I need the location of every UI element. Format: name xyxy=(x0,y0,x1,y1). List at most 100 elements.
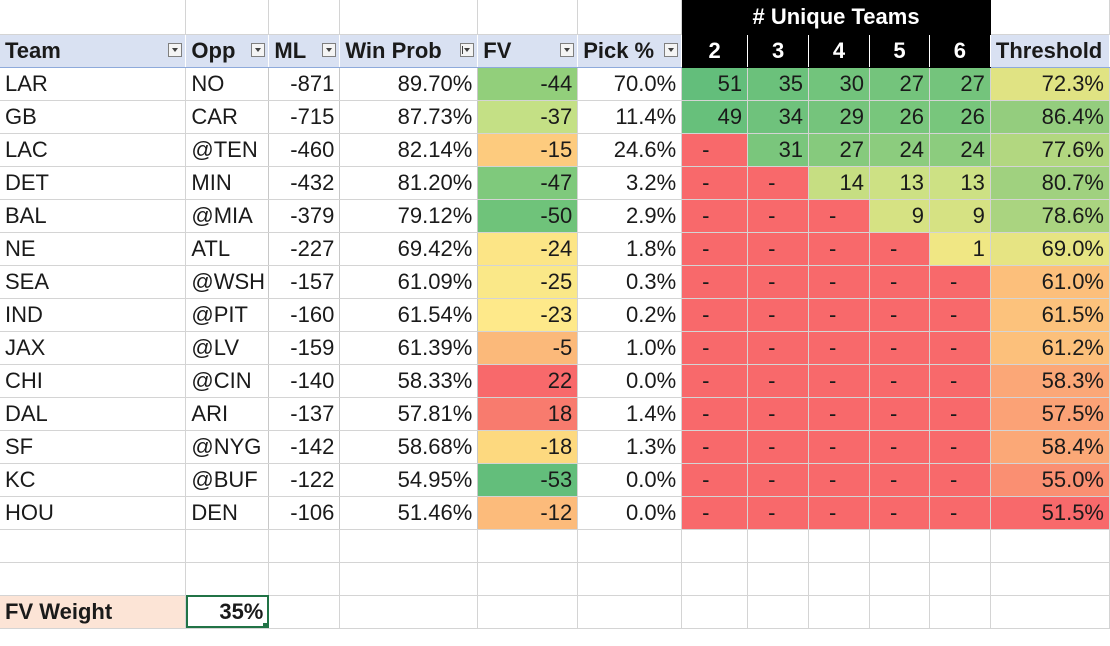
opp-cell[interactable]: ARI xyxy=(185,397,270,431)
unique-teams-6-cell[interactable]: - xyxy=(929,331,991,365)
opp-cell[interactable]: @CIN xyxy=(185,364,270,398)
unique-teams-3-cell[interactable]: - xyxy=(747,496,810,530)
filter-dropdown-icon[interactable] xyxy=(251,42,266,57)
threshold-cell[interactable]: 51.5% xyxy=(990,496,1110,530)
unique-teams-2-cell[interactable]: - xyxy=(681,166,749,200)
unique-teams-6-cell[interactable]: - xyxy=(929,463,991,497)
cell[interactable] xyxy=(339,595,479,629)
ml-cell[interactable]: -227 xyxy=(268,232,341,266)
opp-cell[interactable]: NO xyxy=(185,67,270,101)
opp-cell[interactable]: @WSH xyxy=(185,265,270,299)
ml-cell[interactable]: -159 xyxy=(268,331,341,365)
win-prob-cell[interactable]: 81.20% xyxy=(339,166,479,200)
filter-dropdown-icon[interactable] xyxy=(322,42,337,57)
unique-teams-2-cell[interactable]: - xyxy=(681,265,749,299)
unique-teams-6-cell[interactable]: - xyxy=(929,265,991,299)
cell[interactable] xyxy=(990,529,1110,563)
win-prob-cell[interactable]: 61.54% xyxy=(339,298,479,332)
win-prob-cell[interactable]: 89.70% xyxy=(339,67,479,101)
pick-cell[interactable]: 0.0% xyxy=(577,496,683,530)
threshold-cell[interactable]: 80.7% xyxy=(990,166,1110,200)
fv-cell[interactable]: -18 xyxy=(477,430,579,464)
header-win-prob[interactable]: Win Prob xyxy=(339,34,479,68)
unique-teams-5-cell[interactable]: - xyxy=(869,265,930,299)
unique-teams-4-cell[interactable]: - xyxy=(808,430,870,464)
fill-handle[interactable] xyxy=(263,622,268,627)
unique-teams-2-cell[interactable]: - xyxy=(681,331,749,365)
unique-teams-2-cell[interactable]: - xyxy=(681,397,749,431)
team-cell[interactable]: HOU xyxy=(0,496,187,530)
unique-teams-5-cell[interactable]: - xyxy=(869,496,930,530)
win-prob-cell[interactable]: 58.68% xyxy=(339,430,479,464)
fv-cell[interactable]: -47 xyxy=(477,166,579,200)
team-cell[interactable]: GB xyxy=(0,100,187,134)
unique-teams-3-cell[interactable]: - xyxy=(747,364,810,398)
ml-cell[interactable]: -106 xyxy=(268,496,341,530)
pick-cell[interactable]: 24.6% xyxy=(577,133,683,167)
unique-teams-banner[interactable]: # Unique Teams xyxy=(681,0,991,35)
opp-cell[interactable]: @BUF xyxy=(185,463,270,497)
unique-teams-4-cell[interactable]: - xyxy=(808,463,870,497)
unique-teams-4-cell[interactable]: - xyxy=(808,199,870,233)
unique-teams-5-cell[interactable]: - xyxy=(869,232,930,266)
cell[interactable] xyxy=(185,562,270,596)
threshold-cell[interactable]: 61.0% xyxy=(990,265,1110,299)
pick-cell[interactable]: 70.0% xyxy=(577,67,683,101)
cell[interactable] xyxy=(268,529,341,563)
cell[interactable] xyxy=(929,562,991,596)
pick-cell[interactable]: 0.3% xyxy=(577,265,683,299)
team-cell[interactable]: DAL xyxy=(0,397,187,431)
unique-teams-6-cell[interactable]: - xyxy=(929,364,991,398)
fv-cell[interactable]: -53 xyxy=(477,463,579,497)
unique-teams-6-cell[interactable]: 26 xyxy=(929,100,991,134)
unique-teams-4-cell[interactable]: 27 xyxy=(808,133,870,167)
unique-teams-4-cell[interactable]: 29 xyxy=(808,100,870,134)
win-prob-cell[interactable]: 54.95% xyxy=(339,463,479,497)
ml-cell[interactable]: -122 xyxy=(268,463,341,497)
win-prob-cell[interactable]: 57.81% xyxy=(339,397,479,431)
unique-teams-4-cell[interactable]: - xyxy=(808,232,870,266)
unique-teams-3-cell[interactable]: 31 xyxy=(747,133,810,167)
opp-cell[interactable]: @PIT xyxy=(185,298,270,332)
header-ml[interactable]: ML xyxy=(268,34,341,68)
cell[interactable] xyxy=(747,529,810,563)
fv-cell[interactable]: 22 xyxy=(477,364,579,398)
fv-cell[interactable]: -50 xyxy=(477,199,579,233)
threshold-cell[interactable]: 55.0% xyxy=(990,463,1110,497)
unique-teams-2-cell[interactable]: - xyxy=(681,496,749,530)
sort-filter-dropdown-icon[interactable] xyxy=(460,42,475,57)
cell[interactable] xyxy=(869,595,930,629)
win-prob-cell[interactable]: 61.09% xyxy=(339,265,479,299)
unique-teams-6-cell[interactable]: 9 xyxy=(929,199,991,233)
team-cell[interactable]: BAL xyxy=(0,199,187,233)
unique-teams-6-cell[interactable]: - xyxy=(929,298,991,332)
unique-teams-5-cell[interactable]: 26 xyxy=(869,100,930,134)
unique-teams-3-cell[interactable]: - xyxy=(747,298,810,332)
ml-cell[interactable]: -871 xyxy=(268,67,341,101)
unique-teams-3-cell[interactable]: - xyxy=(747,265,810,299)
unique-teams-4-cell[interactable]: - xyxy=(808,496,870,530)
threshold-cell[interactable]: 61.5% xyxy=(990,298,1110,332)
ml-cell[interactable]: -715 xyxy=(268,100,341,134)
opp-cell[interactable]: MIN xyxy=(185,166,270,200)
opp-cell[interactable]: @MIA xyxy=(185,199,270,233)
header-unique-2[interactable]: 2 xyxy=(681,34,749,68)
opp-cell[interactable]: @TEN xyxy=(185,133,270,167)
unique-teams-5-cell[interactable]: - xyxy=(869,298,930,332)
cell[interactable] xyxy=(477,595,579,629)
unique-teams-6-cell[interactable]: 1 xyxy=(929,232,991,266)
unique-teams-3-cell[interactable]: - xyxy=(747,199,810,233)
header-unique-3[interactable]: 3 xyxy=(747,34,810,68)
win-prob-cell[interactable]: 79.12% xyxy=(339,199,479,233)
ml-cell[interactable]: -137 xyxy=(268,397,341,431)
header-fv[interactable]: FV xyxy=(477,34,579,68)
cell[interactable] xyxy=(185,0,270,35)
team-cell[interactable]: JAX xyxy=(0,331,187,365)
cell[interactable] xyxy=(577,0,683,35)
cell[interactable] xyxy=(681,595,749,629)
pick-cell[interactable]: 1.0% xyxy=(577,331,683,365)
team-cell[interactable]: LAR xyxy=(0,67,187,101)
win-prob-cell[interactable]: 58.33% xyxy=(339,364,479,398)
cell[interactable] xyxy=(577,595,683,629)
cell[interactable] xyxy=(577,529,683,563)
